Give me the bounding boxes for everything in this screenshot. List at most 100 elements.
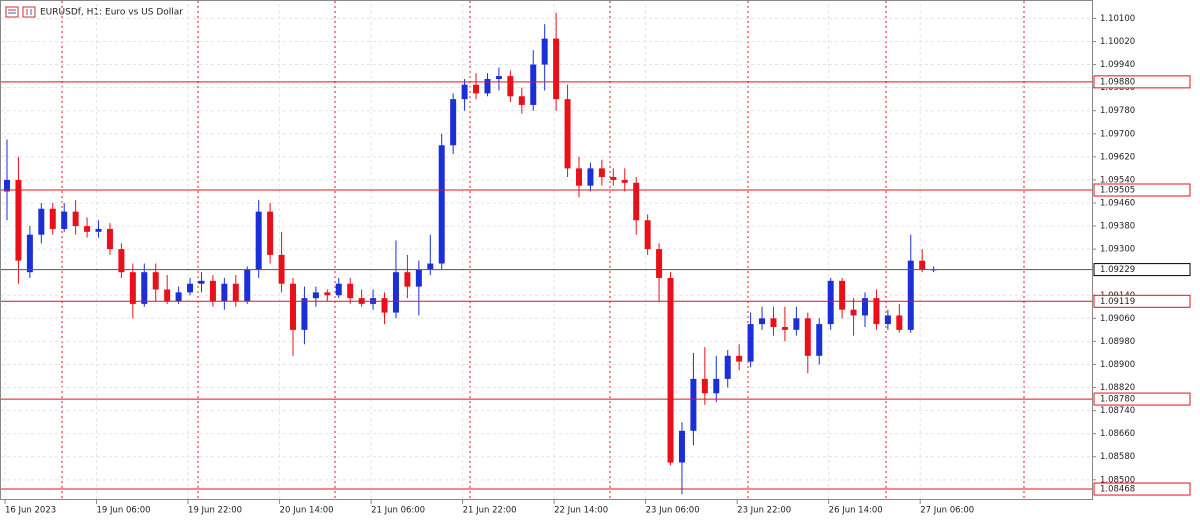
x-tick-label: 27 Jun 06:00 <box>920 506 974 516</box>
candle-body <box>587 168 594 186</box>
candle-body <box>164 289 171 302</box>
candle-body <box>84 226 91 232</box>
y-tick-label: 1.08820 <box>1100 383 1135 393</box>
level-label-box <box>1093 482 1191 496</box>
level-label: 1.08780 <box>1100 395 1135 405</box>
candle-body <box>290 283 296 330</box>
level-label-box <box>1093 294 1191 308</box>
level-label-box <box>1093 75 1191 89</box>
candle-body <box>781 326 788 330</box>
candle-body <box>324 292 331 296</box>
candle-body <box>141 272 148 304</box>
candle-body <box>793 318 800 330</box>
candle-body <box>49 208 56 229</box>
candle-body <box>667 277 674 463</box>
candle-body <box>209 280 216 302</box>
candle-body <box>678 430 685 463</box>
y-tick-label: 1.10020 <box>1100 37 1135 47</box>
y-tick-label: 1.09460 <box>1100 198 1135 208</box>
y-tick-label: 1.09620 <box>1100 152 1135 162</box>
candle-body <box>72 211 79 227</box>
candle-body <box>38 208 45 235</box>
candle-body <box>610 177 617 180</box>
candle-body <box>713 378 720 394</box>
candle-body <box>576 168 582 186</box>
candle-body <box>473 84 480 94</box>
x-tick-label: 16 Jun 2023 <box>5 506 56 516</box>
y-tick-label: 1.09700 <box>1100 129 1135 139</box>
candle-body <box>541 38 548 65</box>
candle-body <box>907 260 914 330</box>
candle-body <box>438 145 445 264</box>
x-tick-label: 26 Jun 14:00 <box>829 506 883 516</box>
candle-body <box>381 298 388 313</box>
candle-body <box>759 318 766 325</box>
y-tick-label: 1.09540 <box>1100 175 1135 185</box>
candle-body <box>564 99 571 169</box>
candle-body <box>484 78 491 94</box>
candle-body <box>232 283 239 302</box>
candle-body <box>152 272 159 290</box>
candle-body <box>267 211 274 255</box>
candle-body <box>827 280 834 325</box>
candle-body <box>553 38 560 100</box>
level-label: 1.09505 <box>1100 186 1135 196</box>
level-label: 1.09119 <box>1100 297 1135 307</box>
y-tick-label: 1.08740 <box>1100 406 1135 416</box>
level-label-box <box>1093 392 1191 406</box>
candle-body <box>175 292 182 302</box>
candle-body <box>862 298 868 316</box>
candle-body <box>118 249 125 273</box>
candle-body <box>919 260 926 270</box>
candle-body <box>816 324 823 356</box>
current-price-label: 1.09229 <box>1100 265 1135 275</box>
candle-body <box>198 280 205 284</box>
candle-body <box>896 315 903 330</box>
vertical-markers <box>61 1 1025 499</box>
y-tick-label: 1.09780 <box>1100 106 1135 116</box>
y-tick-label: 1.08660 <box>1100 429 1135 439</box>
candle-body <box>129 272 136 304</box>
y-tick-label: 1.09300 <box>1100 245 1135 255</box>
y-tick-label: 1.08580 <box>1100 452 1135 462</box>
level-label: 1.09880 <box>1100 77 1135 87</box>
level-label: 1.08468 <box>1100 485 1135 495</box>
x-tick-label: 21 Jun 06:00 <box>371 506 425 516</box>
candle-body <box>736 355 743 362</box>
y-tick-label: 1.10100 <box>1100 14 1135 24</box>
candle-body <box>335 283 342 296</box>
candle-body <box>95 228 102 232</box>
candle-body <box>770 318 777 327</box>
level-label-box <box>1093 183 1191 197</box>
candle-body <box>312 292 319 299</box>
x-tick-label: 22 Jun 14:00 <box>554 506 608 516</box>
y-tick-label: 1.08500 <box>1100 475 1135 485</box>
candle-body <box>244 269 251 302</box>
y-tick-label: 1.09060 <box>1100 314 1135 324</box>
candle-body <box>621 179 628 183</box>
candle-body <box>747 324 754 362</box>
candle-body <box>690 378 697 431</box>
candle-body <box>461 84 468 100</box>
candle-body <box>221 283 228 302</box>
y-tick-label: 1.09940 <box>1100 60 1135 70</box>
y-tick-label: 1.09380 <box>1100 222 1135 232</box>
x-tick-label: 23 Jun 06:00 <box>646 506 700 516</box>
candle-body <box>106 228 113 250</box>
candle-body <box>804 318 811 356</box>
candle-body <box>392 272 399 313</box>
candle-body <box>415 269 422 287</box>
candle-body <box>884 315 891 325</box>
candle-body <box>850 309 857 316</box>
x-tick-label: 21 Jun 22:00 <box>463 506 517 516</box>
candle-body <box>15 179 22 261</box>
current-price-box <box>1093 263 1191 277</box>
candle-body <box>26 234 33 273</box>
candle-body <box>4 179 10 192</box>
candle-body <box>701 378 708 394</box>
candle-body <box>644 220 651 250</box>
candle-body <box>724 355 731 379</box>
candle-body <box>839 280 846 310</box>
plot-frame <box>0 0 1093 500</box>
